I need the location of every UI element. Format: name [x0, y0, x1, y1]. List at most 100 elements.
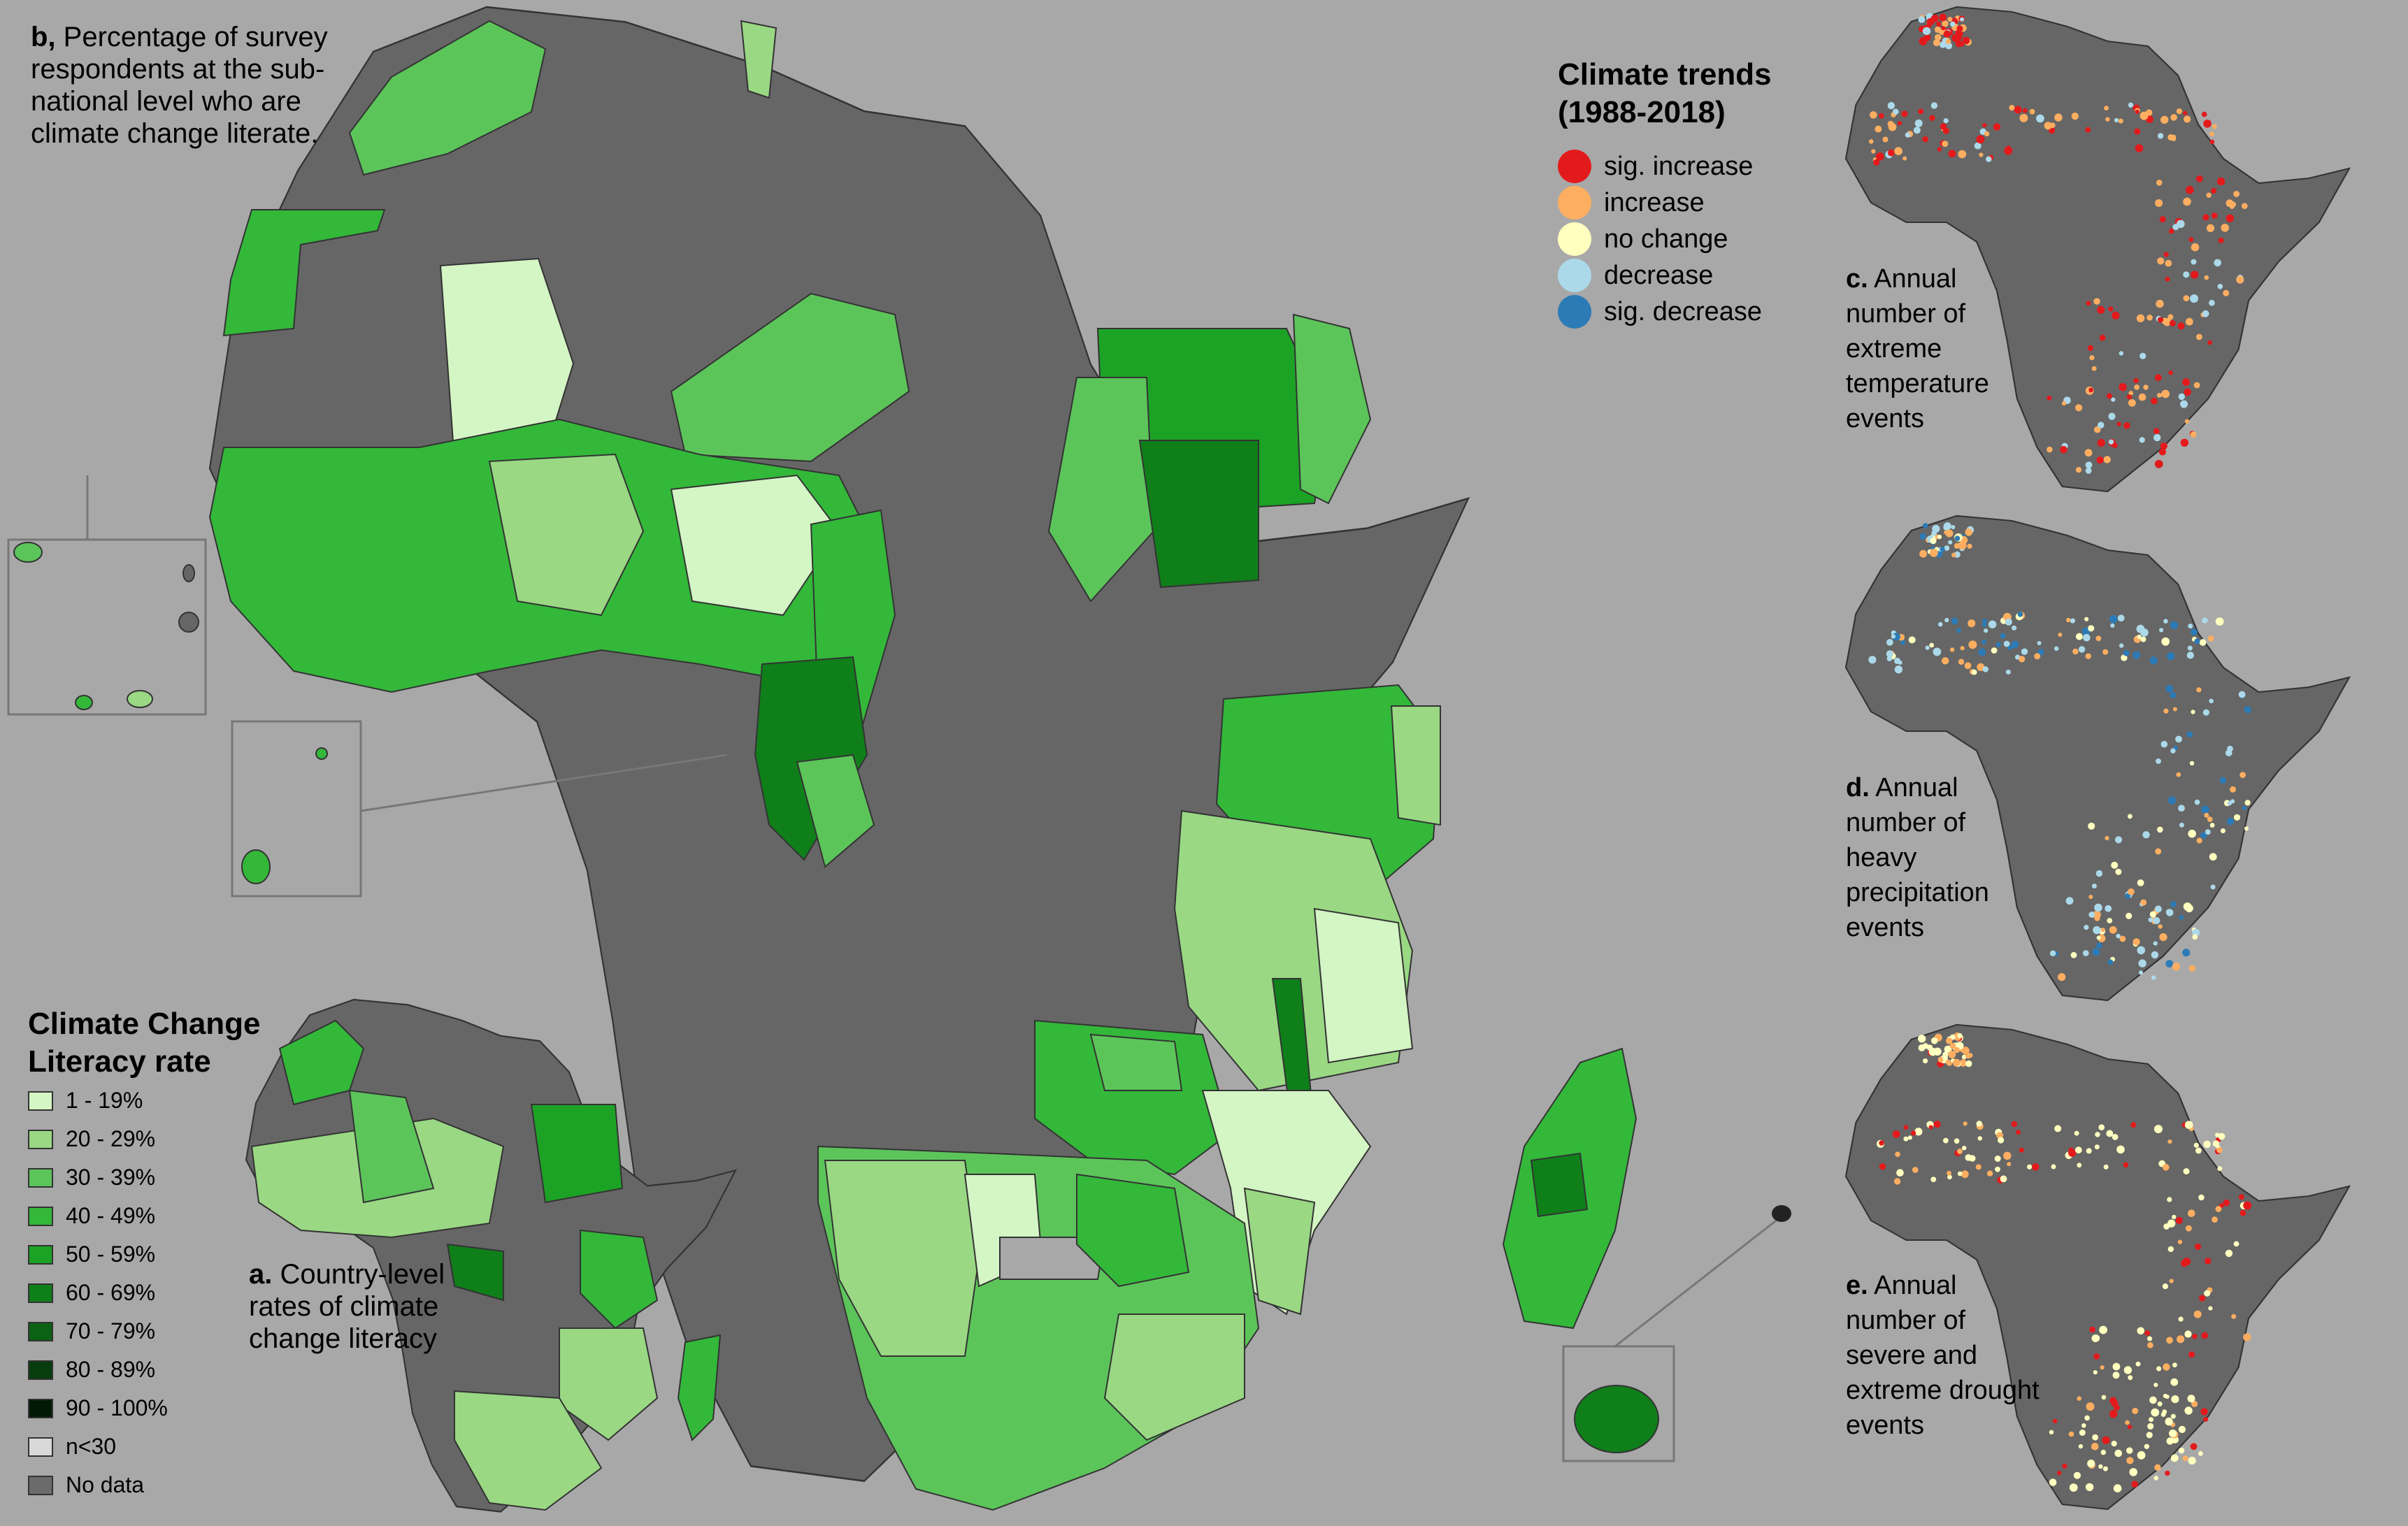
- trend-dot: [2123, 1366, 2133, 1374]
- trend-dot: [2187, 645, 2193, 651]
- trend-dot: [2207, 340, 2212, 345]
- trend-dot: [2183, 197, 2191, 206]
- trend-dot: [2103, 456, 2111, 463]
- trend-dot: [2214, 259, 2221, 267]
- trend-dot: [2210, 884, 2216, 890]
- trend-dot: [2144, 1330, 2151, 1336]
- trend-dot: [2191, 271, 2199, 279]
- trend-dot: [1993, 123, 2001, 131]
- trend-dot: [1933, 14, 1939, 20]
- trend-dot: [2005, 669, 2011, 675]
- trend-dot: [2127, 1425, 2133, 1430]
- trend-dot: [1886, 650, 1893, 658]
- trend-dot: [2154, 1464, 2161, 1471]
- trend-dot: [2209, 853, 2217, 861]
- trend-dot: [1918, 108, 1924, 115]
- trend-dot: [2107, 918, 2113, 923]
- trend-dot: [2172, 1362, 2177, 1368]
- trend-dot: [2049, 950, 2056, 957]
- trend-dot: [2107, 959, 2114, 965]
- trend-dot: [2128, 1375, 2133, 1381]
- trend-dot: [2218, 1132, 2226, 1140]
- trend-dot: [2136, 624, 2145, 633]
- trend-dot: [1937, 621, 1943, 627]
- trend-dot: [2134, 384, 2140, 390]
- trend-dot: [1875, 125, 1882, 133]
- trend-dot: [1995, 642, 2001, 647]
- trend-dot: [2138, 970, 2144, 975]
- trend-dot: [2062, 1463, 2067, 1469]
- trend-dot: [2149, 656, 2158, 665]
- trend-dot: [1887, 101, 1895, 110]
- trend-dot: [1928, 1125, 1933, 1130]
- trend-dot: [2172, 224, 2179, 231]
- legend-dot: [1558, 186, 1591, 219]
- trend-dot: [2219, 777, 2226, 784]
- trend-dot: [2183, 1258, 2191, 1266]
- trend-dot: [1977, 1136, 1982, 1141]
- trend-dot: [2089, 355, 2095, 361]
- trend-dot: [2084, 925, 2089, 930]
- trend-dot: [2220, 828, 2226, 833]
- panel-b-text: Percentage of survey respondents at the …: [31, 22, 328, 149]
- trend-dot: [2012, 625, 2017, 631]
- trend-dot: [1961, 1170, 1969, 1179]
- trend-dot: [2202, 617, 2208, 624]
- trend-dot: [1933, 39, 1940, 47]
- trend-dot: [2159, 628, 2164, 633]
- trend-dot: [2093, 1370, 2098, 1375]
- trend-dot: [2047, 395, 2052, 401]
- trend-dot: [2178, 393, 2185, 401]
- literacy-legend-item: n<30: [28, 1434, 116, 1460]
- trend-dot: [2207, 816, 2213, 822]
- trend-dot: [2209, 299, 2215, 306]
- trend-dot: [2094, 903, 2102, 912]
- trend-dot: [1897, 121, 1902, 126]
- trend-dot: [2140, 899, 2147, 906]
- trend-dot: [1968, 619, 1976, 628]
- trend-dot: [2088, 822, 2095, 830]
- literacy-legend-item: No data: [28, 1472, 144, 1498]
- trend-dot: [2149, 1417, 2153, 1423]
- trend-dot: [2239, 1209, 2246, 1216]
- trend-dot: [2203, 1140, 2211, 1149]
- trend-dot: [2191, 710, 2195, 714]
- trend-dot: [2191, 1400, 2198, 1407]
- literacy-legend-title-2: Literacy rate: [28, 1044, 211, 1079]
- trend-dot: [1979, 152, 1984, 157]
- trend-dot: [2175, 1216, 2183, 1225]
- legend-swatch: [28, 1206, 53, 1226]
- trend-dot: [2170, 621, 2179, 629]
- legend-label: sig. increase: [1604, 151, 1754, 181]
- trend-dot: [1912, 1167, 1919, 1173]
- trend-dot: [2125, 893, 2131, 899]
- legend-dot: [1558, 259, 1591, 292]
- trend-dot: [2129, 1468, 2137, 1476]
- trend-dot: [2165, 960, 2174, 967]
- trend-dot: [1937, 534, 1942, 540]
- trend-dot: [2159, 216, 2166, 223]
- trend-dot: [1879, 1140, 1884, 1146]
- trend-dot: [1948, 1051, 1956, 1058]
- trend-legend-item: sig. increase: [1558, 150, 1753, 183]
- trend-dot: [1944, 545, 1950, 551]
- trend-dot: [1895, 1151, 1900, 1157]
- trend-dot: [2136, 314, 2145, 322]
- trend-dot: [2095, 635, 2102, 642]
- trend-dot: [1961, 1046, 1970, 1055]
- trend-dot: [1935, 34, 1942, 41]
- trend-dot: [2089, 1326, 2095, 1333]
- trend-dot: [1954, 535, 1961, 541]
- trend-dot: [2167, 134, 2174, 141]
- trend-dot: [1887, 149, 1895, 157]
- trend-dot: [1957, 1149, 1963, 1155]
- trend-dot: [1986, 156, 1992, 162]
- trend-dot: [2180, 400, 2188, 408]
- trend-dot: [2088, 387, 2094, 393]
- trend-dot: [2137, 1327, 2144, 1335]
- panel-a-letter: a.: [249, 1259, 273, 1290]
- trend-legend-title-1: Climate trends: [1558, 57, 1772, 92]
- trend-dot: [2096, 935, 2101, 940]
- inset-mauritius: [1562, 1205, 1791, 1462]
- trend-dot: [2156, 299, 2164, 308]
